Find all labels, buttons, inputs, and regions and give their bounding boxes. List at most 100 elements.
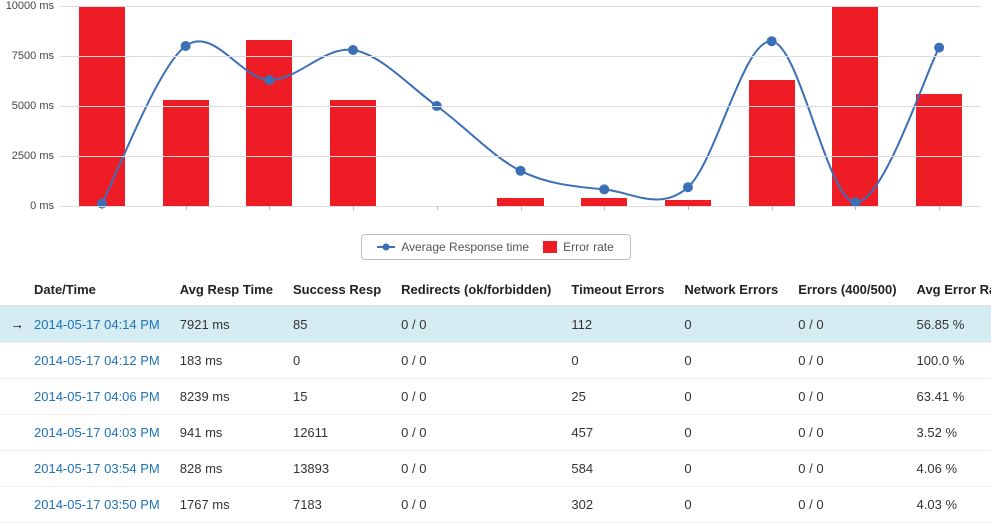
line-marker — [599, 184, 609, 194]
cell-error-rate: 63.41 % — [907, 379, 991, 415]
table-row: 2014-05-17 04:12 PM183 ms00 / 0000 / 010… — [0, 343, 991, 379]
cell-errors: 0 / 0 — [788, 306, 906, 343]
x-tick — [353, 206, 354, 210]
line-marker — [934, 43, 944, 53]
cell-avg-resp: 1767 ms — [170, 487, 283, 523]
cell-errors: 0 / 0 — [788, 451, 906, 487]
cell-network: 0 — [674, 343, 788, 379]
cell-error-rate: 100.0 % — [907, 343, 991, 379]
row-arrow-icon — [0, 343, 24, 379]
cell-timeout: 584 — [561, 451, 674, 487]
cell-success: 0 — [283, 343, 391, 379]
x-tick — [186, 206, 187, 210]
cell-network: 0 — [674, 306, 788, 343]
x-tick — [688, 206, 689, 210]
bar-swatch-icon — [543, 241, 557, 253]
cell-network: 0 — [674, 415, 788, 451]
cell-timeout: 0 — [561, 343, 674, 379]
cell-success: 7183 — [283, 487, 391, 523]
line-marker — [181, 41, 191, 51]
x-tick — [102, 206, 103, 210]
cell-avg-resp: 8239 ms — [170, 379, 283, 415]
x-tick — [772, 206, 773, 210]
cell-network: 0 — [674, 487, 788, 523]
cell-avg-resp: 941 ms — [170, 415, 283, 451]
results-table: Date/Time Avg Resp Time Success Resp Red… — [0, 274, 991, 523]
col-redirects: Redirects (ok/forbidden) — [391, 274, 561, 306]
cell-error-rate: 4.03 % — [907, 487, 991, 523]
cell-success: 13893 — [283, 451, 391, 487]
cell-errors: 0 / 0 — [788, 379, 906, 415]
x-tick — [604, 206, 605, 210]
table-row: 2014-05-17 04:03 PM941 ms126110 / 045700… — [0, 415, 991, 451]
chart-legend: Average Response time Error rate — [361, 234, 631, 260]
cell-redirects: 0 / 0 — [391, 343, 561, 379]
cell-timeout: 302 — [561, 487, 674, 523]
response-chart: 0 ms2500 ms5000 ms7500 ms10000 ms — [0, 0, 991, 230]
cell-network: 0 — [674, 451, 788, 487]
cell-avg-resp: 7921 ms — [170, 306, 283, 343]
cell-avg-resp: 828 ms — [170, 451, 283, 487]
col-error-rate: Avg Error Rate — [907, 274, 991, 306]
cell-success: 15 — [283, 379, 391, 415]
cell-datetime[interactable]: 2014-05-17 03:50 PM — [24, 487, 170, 523]
y-axis-label: 7500 ms — [12, 50, 54, 62]
legend-item-line: Average Response time — [377, 240, 529, 254]
cell-timeout: 25 — [561, 379, 674, 415]
y-axis-label: 2500 ms — [12, 150, 54, 162]
line-marker-icon — [377, 242, 395, 252]
grid-line — [60, 56, 981, 57]
row-arrow-icon — [0, 487, 24, 523]
row-arrow-icon — [0, 451, 24, 487]
cell-redirects: 0 / 0 — [391, 415, 561, 451]
cell-timeout: 112 — [561, 306, 674, 343]
row-arrow-icon: → — [0, 306, 24, 343]
cell-datetime[interactable]: 2014-05-17 03:54 PM — [24, 451, 170, 487]
cell-success: 85 — [283, 306, 391, 343]
col-timeout: Timeout Errors — [561, 274, 674, 306]
cell-datetime[interactable]: 2014-05-17 04:12 PM — [24, 343, 170, 379]
table-row: 2014-05-17 03:54 PM828 ms138930 / 058400… — [0, 451, 991, 487]
line-marker — [516, 166, 526, 176]
table-header-row: Date/Time Avg Resp Time Success Resp Red… — [0, 274, 991, 306]
col-success: Success Resp — [283, 274, 391, 306]
y-axis-label: 5000 ms — [12, 100, 54, 112]
x-tick — [269, 206, 270, 210]
cell-errors: 0 / 0 — [788, 415, 906, 451]
row-arrow-icon — [0, 379, 24, 415]
cell-redirects: 0 / 0 — [391, 379, 561, 415]
col-arrow — [0, 274, 24, 306]
cell-avg-resp: 183 ms — [170, 343, 283, 379]
x-tick — [939, 206, 940, 210]
x-tick — [521, 206, 522, 210]
cell-redirects: 0 / 0 — [391, 451, 561, 487]
x-tick — [437, 206, 438, 210]
table-row: 2014-05-17 04:06 PM8239 ms150 / 02500 / … — [0, 379, 991, 415]
legend-label: Average Response time — [401, 240, 529, 254]
grid-line — [60, 156, 981, 157]
table-row: →2014-05-17 04:14 PM7921 ms850 / 011200 … — [0, 306, 991, 343]
legend-item-box: Error rate — [543, 240, 614, 254]
cell-redirects: 0 / 0 — [391, 487, 561, 523]
line-marker — [348, 45, 358, 55]
cell-error-rate: 4.06 % — [907, 451, 991, 487]
x-tick — [855, 206, 856, 210]
cell-datetime[interactable]: 2014-05-17 04:14 PM — [24, 306, 170, 343]
cell-timeout: 457 — [561, 415, 674, 451]
line-marker — [264, 75, 274, 85]
col-avg-resp: Avg Resp Time — [170, 274, 283, 306]
cell-datetime[interactable]: 2014-05-17 04:03 PM — [24, 415, 170, 451]
grid-line — [60, 106, 981, 107]
col-errors: Errors (400/500) — [788, 274, 906, 306]
line-marker — [767, 36, 777, 46]
cell-errors: 0 / 0 — [788, 343, 906, 379]
col-datetime: Date/Time — [24, 274, 170, 306]
legend-label: Error rate — [563, 240, 614, 254]
cell-datetime[interactable]: 2014-05-17 04:06 PM — [24, 379, 170, 415]
grid-line — [60, 6, 981, 7]
cell-redirects: 0 / 0 — [391, 306, 561, 343]
y-axis-label: 0 ms — [30, 200, 54, 212]
line-marker — [683, 182, 693, 192]
cell-error-rate: 3.52 % — [907, 415, 991, 451]
chart-plot-area: 0 ms2500 ms5000 ms7500 ms10000 ms — [60, 6, 981, 206]
